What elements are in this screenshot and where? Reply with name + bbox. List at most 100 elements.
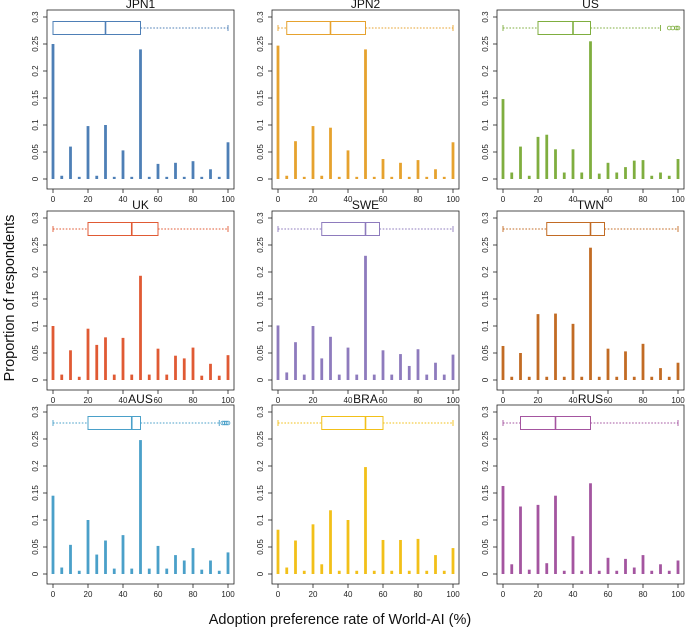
x-tick-label: 0: [501, 195, 506, 204]
bar-30: [554, 495, 557, 574]
x-axis-title: Adoption preference rate of World-AI (%): [209, 612, 471, 628]
bar-60: [156, 348, 160, 380]
bar-35: [112, 374, 116, 380]
bar-35: [337, 374, 341, 380]
x-tick-label: 60: [154, 590, 163, 599]
bar-85: [650, 570, 654, 574]
bar-100: [676, 560, 680, 574]
panel-title: UK: [132, 198, 149, 212]
bar-100: [451, 142, 455, 179]
bar-50: [589, 41, 592, 179]
bar-60: [606, 557, 610, 574]
y-tick-label: 0.1: [31, 514, 40, 526]
bar-70: [399, 539, 402, 574]
bar-35: [562, 570, 566, 574]
panel-jpn1: JPN1 0 0.05 0.1 0.15 0.2 0.25 0.3 0 20 40 60 80 100: [31, 0, 235, 204]
y-tick-label: 0.3: [31, 11, 40, 23]
bar-65: [615, 570, 619, 574]
bar-35: [337, 570, 341, 574]
bar-85: [425, 374, 429, 380]
bar-25: [95, 175, 99, 179]
panel-title: BRA: [353, 392, 378, 406]
bar-5: [60, 175, 64, 179]
bar-90: [659, 172, 662, 179]
panel-frame: [46, 210, 235, 391]
bar-15: [77, 570, 81, 574]
y-tick-label: 0.1: [481, 119, 490, 131]
bar-10: [69, 146, 72, 179]
y-tick-label: 0: [256, 571, 265, 576]
y-tick-label: 0.15: [31, 90, 40, 106]
panel-frame: [46, 404, 235, 585]
bar-20: [311, 126, 315, 179]
y-tick-label: 0.05: [481, 539, 490, 555]
bar-100: [676, 159, 680, 179]
panel-jpn2: JPN2 0 0.05 0.1 0.15 0.2 0.25 0.3 0 20 40 60 80 100: [256, 0, 460, 204]
bar-40: [121, 535, 125, 574]
y-tick-label: 0.2: [481, 460, 490, 472]
bar-85: [650, 175, 654, 179]
x-tick-label: 0: [501, 590, 506, 599]
x-tick-label: 100: [671, 396, 685, 405]
bar-90: [209, 363, 212, 380]
x-tick-label: 0: [276, 396, 281, 405]
x-tick-label: 40: [569, 396, 578, 405]
bar-85: [200, 569, 204, 574]
bar-75: [182, 176, 186, 179]
x-tick-label: 20: [309, 396, 318, 405]
y-tick-label: 0.1: [31, 119, 40, 131]
y-tick-label: 0.05: [31, 539, 40, 555]
bar-65: [390, 176, 394, 179]
y-tick-label: 0.1: [481, 514, 490, 526]
y-tick-label: 0.25: [256, 36, 265, 52]
y-tick-label: 0.05: [31, 345, 40, 361]
bar-95: [217, 570, 221, 574]
bar-30: [329, 336, 332, 380]
x-tick-label: 0: [501, 396, 506, 405]
bar-50: [589, 483, 592, 574]
bar-45: [580, 172, 584, 179]
y-tick-label: 0.15: [256, 291, 265, 307]
bar-75: [632, 376, 636, 380]
bar-100: [451, 548, 455, 574]
bar-60: [381, 159, 385, 179]
bar-0: [51, 326, 55, 380]
x-tick-label: 60: [604, 396, 613, 405]
bar-10: [519, 506, 522, 574]
panel-title: SWE: [352, 198, 379, 212]
x-tick-label: 0: [51, 195, 56, 204]
x-tick-label: 20: [84, 195, 93, 204]
y-tick-label: 0.3: [31, 212, 40, 224]
y-tick-label: 0.25: [31, 237, 40, 253]
bar-30: [104, 125, 107, 179]
bar-15: [527, 175, 531, 179]
box-outlier: [673, 25, 679, 31]
bar-30: [104, 337, 107, 380]
bar-95: [442, 374, 446, 380]
bar-65: [390, 570, 394, 574]
bar-0: [51, 44, 55, 179]
bar-5: [60, 567, 64, 574]
bar-90: [434, 169, 437, 179]
bar-80: [191, 548, 195, 574]
x-tick-label: 100: [671, 590, 685, 599]
x-tick-label: 40: [344, 396, 353, 405]
y-tick-label: 0.15: [481, 90, 490, 106]
y-tick-label: 0.2: [256, 460, 265, 472]
bar-10: [519, 353, 522, 380]
y-tick-label: 0.3: [256, 11, 265, 23]
box-outlier: [223, 420, 229, 426]
bar-90: [434, 362, 437, 380]
x-tick-label: 40: [344, 195, 353, 204]
bar-25: [95, 344, 99, 380]
bar-40: [571, 149, 575, 179]
bar-35: [562, 172, 566, 179]
box-iqr: [52, 21, 141, 35]
panel-aus: AUS 0 0.05 0.1 0.15 0.2 0.25 0.3 0 20 40 60 80 100: [31, 392, 235, 599]
bar-55: [597, 173, 601, 179]
x-tick-label: 80: [414, 396, 423, 405]
x-tick-label: 0: [51, 396, 56, 405]
y-tick-label: 0.15: [481, 485, 490, 501]
bar-70: [174, 162, 177, 179]
